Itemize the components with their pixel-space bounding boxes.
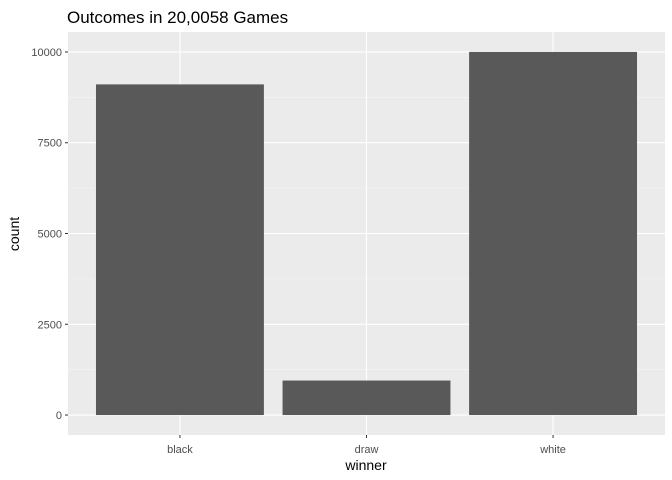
y-tick-label: 5000 bbox=[38, 229, 62, 241]
x-tick-label: black bbox=[167, 444, 193, 456]
chart-title: Outcomes in 20,0058 Games bbox=[67, 8, 288, 27]
bars bbox=[95, 51, 638, 416]
bar-draw bbox=[282, 380, 451, 416]
y-axis: 0 2500 5000 7500 10000 bbox=[31, 47, 68, 422]
y-axis-title: count bbox=[6, 217, 22, 251]
x-axis: black draw white bbox=[167, 435, 566, 456]
y-tick-label: 10000 bbox=[31, 47, 62, 59]
bar-black bbox=[95, 84, 264, 416]
x-tick-label: white bbox=[539, 444, 566, 456]
y-tick-label: 0 bbox=[56, 410, 62, 422]
x-tick-label: draw bbox=[355, 444, 379, 456]
x-axis-title: winner bbox=[344, 457, 387, 473]
y-tick-label: 2500 bbox=[38, 319, 62, 331]
y-tick-label: 7500 bbox=[38, 138, 62, 150]
bar-white bbox=[469, 51, 638, 416]
